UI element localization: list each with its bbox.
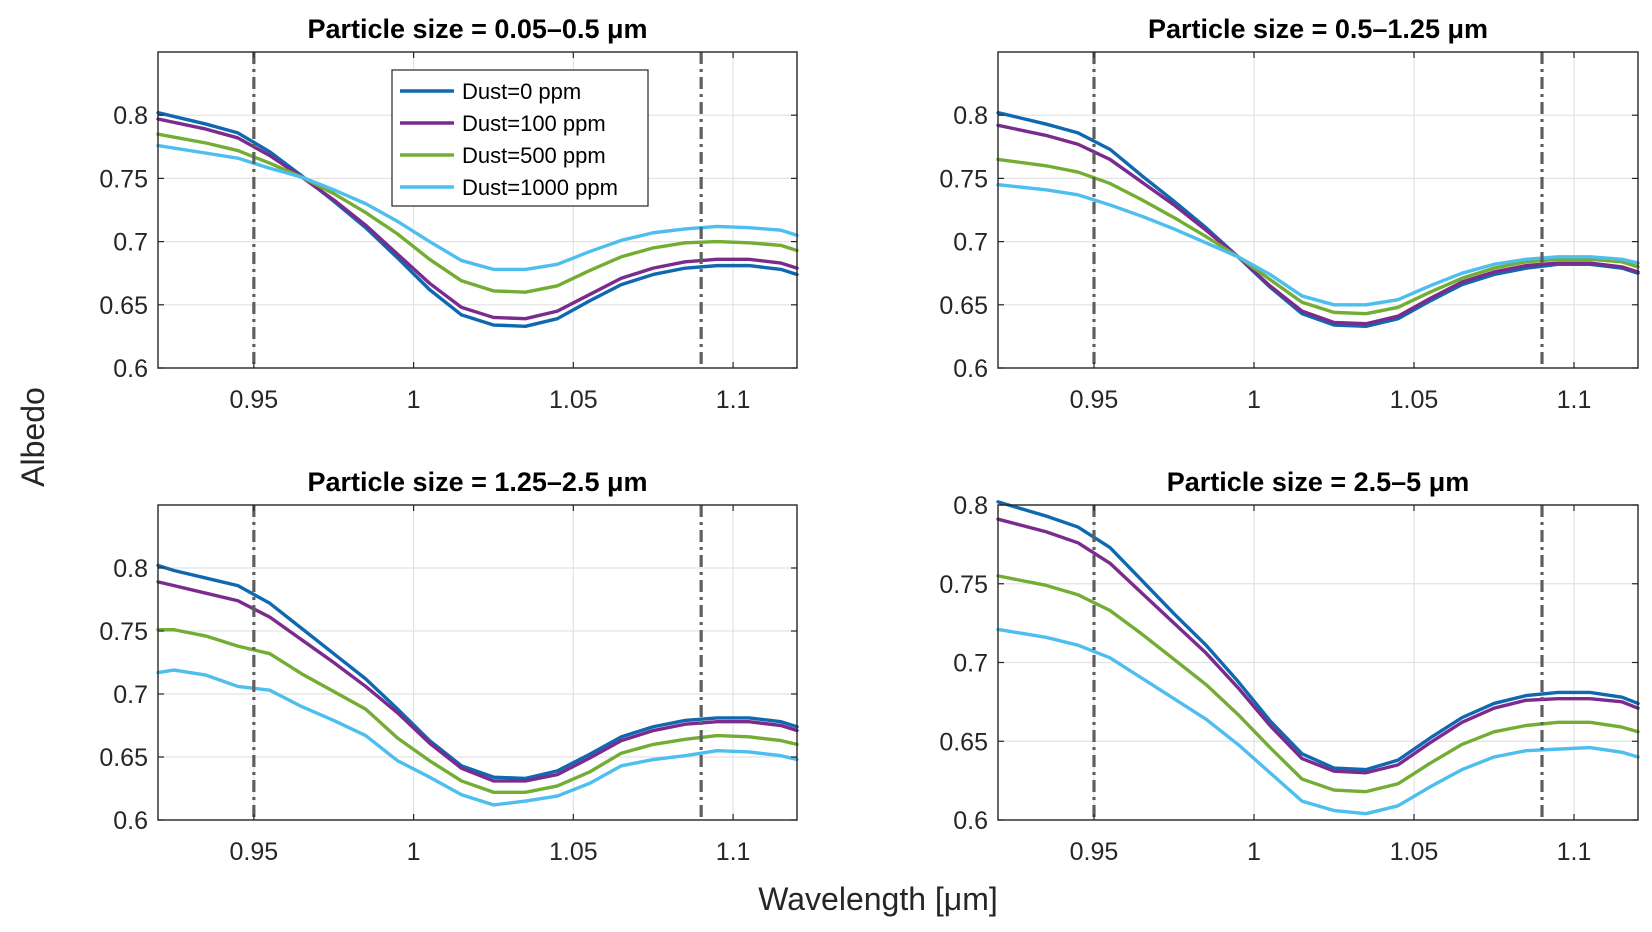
legend: Dust=0 ppm Dust=100 ppm Dust=500 ppm Dust=1… bbox=[391, 69, 649, 207]
x-tick-label: 1.1 bbox=[1557, 838, 1592, 866]
legend-entry: Dust=0 ppm bbox=[462, 79, 581, 104]
chart-panels: 0.95 1 1.05 1.1 0.6 0.65 0.7 0.75 0.8 Particle si… bbox=[99, 14, 1640, 866]
series-line-dust-1000-ppm bbox=[996, 183, 1640, 307]
y-tick-label: 0.7 bbox=[113, 681, 148, 709]
x-tick-label: 0.95 bbox=[230, 386, 279, 414]
y-tick-label: 0.6 bbox=[113, 355, 148, 383]
series-line-dust-1000-ppm bbox=[156, 143, 799, 272]
y-tick-label: 0.8 bbox=[113, 555, 148, 583]
y-tick-label: 0.65 bbox=[99, 744, 148, 772]
chart-panel-2: 0.95 1 1.05 1.1 0.6 0.65 0.7 0.75 0.8 Particle si… bbox=[939, 14, 1640, 414]
plot-area bbox=[158, 505, 797, 820]
y-tick-label: 0.65 bbox=[939, 728, 988, 756]
series-line-dust-1000-ppm bbox=[996, 627, 1640, 816]
axes-box bbox=[997, 51, 1639, 369]
x-tick-label: 1 bbox=[407, 838, 421, 866]
chart-panel-4: 0.95 1 1.05 1.1 0.6 0.65 0.7 0.75 0.8 Particle si… bbox=[939, 467, 1640, 866]
y-tick-label: 0.7 bbox=[953, 650, 988, 678]
chart-panel-3: 0.95 1 1.05 1.1 0.6 0.65 0.7 0.75 0.8 Particle si… bbox=[99, 467, 799, 866]
y-tick-label: 0.8 bbox=[953, 102, 988, 130]
series-line-dust-500-ppm bbox=[996, 574, 1640, 794]
x-tick-label: 1 bbox=[407, 386, 421, 414]
y-tick-label: 0.75 bbox=[939, 571, 988, 599]
y-tick-label: 0.65 bbox=[99, 292, 148, 320]
x-tick-label: 0.95 bbox=[1070, 386, 1119, 414]
x-tick-label: 1.05 bbox=[1390, 838, 1439, 866]
y-tick-label: 0.8 bbox=[953, 492, 988, 520]
x-tick-label: 1.1 bbox=[1557, 386, 1592, 414]
y-tick-label: 0.75 bbox=[99, 618, 148, 646]
series-line-dust-100-ppm bbox=[996, 123, 1640, 326]
legend-entry: Dust=100 ppm bbox=[462, 111, 606, 136]
x-tick-label: 1.05 bbox=[1390, 386, 1439, 414]
y-tick-label: 0.7 bbox=[113, 229, 148, 257]
x-tick-label: 0.95 bbox=[230, 838, 279, 866]
series-line-dust-0-ppm bbox=[996, 500, 1640, 772]
series-line-dust-100-ppm bbox=[996, 517, 1640, 775]
y-tick-label: 0.7 bbox=[953, 229, 988, 257]
series-line-dust-0-ppm bbox=[156, 563, 799, 781]
y-tick-label: 0.75 bbox=[939, 165, 988, 193]
chart-title: Particle size = 1.25–2.5 μm bbox=[308, 467, 648, 497]
x-tick-label: 1 bbox=[1247, 838, 1261, 866]
series-line-dust-100-ppm bbox=[156, 117, 799, 321]
series-line-dust-0-ppm bbox=[156, 110, 799, 328]
y-tick-label: 0.65 bbox=[939, 292, 988, 320]
y-tick-label: 0.8 bbox=[113, 102, 148, 130]
x-tick-label: 1.1 bbox=[716, 386, 751, 414]
chart-title: Particle size = 2.5–5 μm bbox=[1167, 467, 1469, 497]
x-tick-label: 1.05 bbox=[549, 838, 598, 866]
chart-title: Particle size = 0.05–0.5 μm bbox=[308, 14, 648, 44]
x-tick-label: 1 bbox=[1247, 386, 1261, 414]
y-tick-label: 0.6 bbox=[953, 355, 988, 383]
y-tick-label: 0.6 bbox=[953, 807, 988, 835]
legend-entry: Dust=500 ppm bbox=[462, 143, 606, 168]
axes-box bbox=[157, 504, 798, 821]
legend-entry: Dust=1000 ppm bbox=[462, 175, 618, 200]
x-tick-label: 1.1 bbox=[716, 838, 751, 866]
axes-box bbox=[157, 51, 798, 369]
y-tick-label: 0.75 bbox=[99, 165, 148, 193]
chart-panel-1: 0.95 1 1.05 1.1 0.6 0.65 0.7 0.75 0.8 Particle si… bbox=[99, 14, 799, 414]
x-axis-label: Wavelength [μm] bbox=[758, 881, 998, 917]
y-axis-label: Albedo bbox=[15, 387, 51, 487]
series-line-dust-500-ppm bbox=[996, 157, 1640, 316]
y-tick-label: 0.6 bbox=[113, 807, 148, 835]
x-tick-label: 1.05 bbox=[549, 386, 598, 414]
x-tick-label: 0.95 bbox=[1070, 838, 1119, 866]
chart-title: Particle size = 0.5–1.25 μm bbox=[1148, 14, 1488, 44]
series-line-dust-500-ppm bbox=[156, 132, 799, 294]
